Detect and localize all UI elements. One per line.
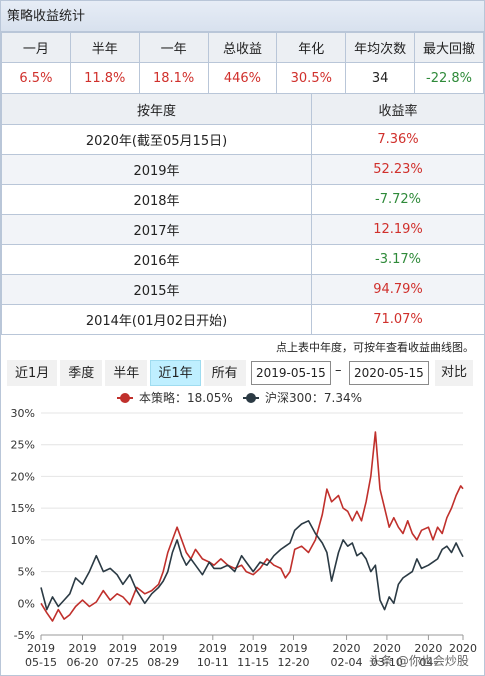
- yearly-row-year[interactable]: 2014年(01月02日开始): [1, 304, 312, 335]
- summary-header: 一年: [138, 32, 209, 63]
- yearly-row-return: -7.72%: [311, 184, 485, 215]
- x-tick-year-label: 2020: [449, 642, 477, 655]
- yearly-header-year: 按年度: [1, 93, 312, 125]
- return-curve-chart: 30%25%20%15%10%5%0%-5%201905-15201906-20…: [11, 390, 477, 669]
- range-selector: 近1月 季度 半年 近1年 所有: [7, 360, 246, 386]
- yearly-row-year[interactable]: 2019年: [1, 154, 312, 185]
- date-from-input[interactable]: 2019-05-15: [251, 361, 331, 385]
- y-tick-label: 30%: [11, 407, 35, 420]
- x-tick-year-label: 2019: [149, 642, 177, 655]
- yearly-header-row: 按年度 收益率: [1, 93, 485, 125]
- yearly-row-return: 71.07%: [311, 304, 485, 335]
- legend-marker: [120, 393, 130, 403]
- x-tick-year-label: 2019: [280, 642, 308, 655]
- summary-header: 年均次数: [345, 32, 416, 63]
- x-tick-date-label: 08-29: [147, 656, 179, 669]
- yearly-row-2020[interactable]: 2020年(截至05月15日) 7.36%: [1, 124, 485, 155]
- legend-label: 本策略：18.05%: [139, 390, 233, 405]
- y-tick-label: -5%: [14, 629, 35, 642]
- x-tick-year-label: 2019: [109, 642, 137, 655]
- x-tick-date-label: 10-11: [197, 656, 229, 669]
- yearly-row-2014[interactable]: 2014年(01月02日开始) 71.07%: [1, 304, 485, 335]
- y-tick-label: 20%: [11, 470, 35, 483]
- summary-value-total-return: 446%: [207, 62, 278, 94]
- watermark-text: 头条 @你也会炒股: [369, 654, 469, 668]
- summary-header-row: 一月 半年 一年 总收益 年化 年均次数 最大回撤: [1, 32, 484, 63]
- summary-header: 年化: [276, 32, 347, 63]
- yearly-row-return: 7.36%: [311, 124, 485, 155]
- yearly-row-2019[interactable]: 2019年 52.23%: [1, 154, 485, 185]
- yearly-row-2016[interactable]: 2016年 -3.17%: [1, 244, 485, 275]
- x-tick-year-label: 2019: [27, 642, 55, 655]
- summary-header: 半年: [69, 32, 140, 63]
- yearly-row-return: -3.17%: [311, 244, 485, 275]
- yearly-row-year[interactable]: 2017年: [1, 214, 312, 245]
- series-line: [40, 520, 464, 611]
- summary-value-one-month: 6.5%: [1, 62, 71, 94]
- x-tick-year-label: 2019: [199, 642, 227, 655]
- yearly-row-year[interactable]: 2015年: [1, 274, 312, 305]
- summary-value-half-year: 11.8%: [69, 62, 140, 94]
- x-tick-year-label: 2020: [414, 642, 442, 655]
- panel-title: 策略收益统计: [1, 1, 484, 32]
- range-button-half-year[interactable]: 半年: [105, 360, 148, 386]
- y-tick-label: 0%: [18, 597, 35, 610]
- y-tick-label: 15%: [11, 502, 35, 515]
- summary-value-max-drawdown: -22.8%: [414, 62, 484, 94]
- yearly-row-year[interactable]: 2018年: [1, 184, 312, 215]
- chart-hint-text: 点上表中年度，可按年查看收益曲线图。: [276, 341, 474, 354]
- summary-value-annualized: 30.5%: [276, 62, 347, 94]
- summary-header: 一月: [1, 32, 71, 63]
- x-tick-year-label: 2019: [69, 642, 97, 655]
- summary-value-trades-per-year: 34: [345, 62, 416, 94]
- x-tick-year-label: 2020: [373, 642, 401, 655]
- x-tick-year-label: 2020: [333, 642, 361, 655]
- yearly-row-2017[interactable]: 2017年 12.19%: [1, 214, 485, 245]
- compare-button[interactable]: 对比: [435, 360, 474, 386]
- x-tick-date-label: 06-20: [67, 656, 99, 669]
- x-tick-year-label: 2019: [239, 642, 267, 655]
- x-tick-date-label: 07-25: [107, 656, 139, 669]
- summary-value-row: 6.5% 11.8% 18.1% 446% 30.5% 34 -22.8%: [1, 62, 484, 94]
- range-button-1y[interactable]: 近1年: [150, 360, 201, 386]
- yearly-row-return: 52.23%: [311, 154, 485, 185]
- yearly-row-year[interactable]: 2020年(截至05月15日): [1, 124, 312, 155]
- date-to-input[interactable]: 2020-05-15: [349, 361, 429, 385]
- yearly-row-year[interactable]: 2016年: [1, 244, 312, 275]
- y-tick-label: 10%: [11, 534, 35, 547]
- x-tick-date-label: 02-04: [331, 656, 363, 669]
- y-tick-label: 25%: [11, 439, 35, 452]
- range-button-all[interactable]: 所有: [203, 360, 246, 386]
- summary-header: 总收益: [207, 32, 278, 63]
- yearly-returns-table: 按年度 收益率 2020年(截至05月15日) 7.36% 2019年 52.2…: [1, 93, 485, 335]
- range-button-1m[interactable]: 近1月: [7, 360, 58, 386]
- summary-header: 最大回撤: [414, 32, 484, 63]
- range-button-quarter[interactable]: 季度: [60, 360, 103, 386]
- yearly-row-return: 12.19%: [311, 214, 485, 245]
- date-range-separator: –: [335, 363, 342, 378]
- series-line: [40, 431, 464, 622]
- summary-table: 一月 半年 一年 总收益 年化 年均次数 最大回撤 6.5% 11.8% 18.…: [1, 32, 484, 94]
- x-tick-date-label: 11-15: [237, 656, 269, 669]
- yearly-row-return: 94.79%: [311, 274, 485, 305]
- x-tick-date-label: 05-15: [25, 656, 57, 669]
- legend-marker: [246, 393, 256, 403]
- yearly-row-2018[interactable]: 2018年 -7.72%: [1, 184, 485, 215]
- x-tick-date-label: 03-10: [371, 656, 403, 669]
- legend-label: 沪深300：7.34%: [265, 391, 362, 405]
- y-tick-label: 5%: [18, 566, 35, 579]
- x-tick-date-label: 12-20: [278, 656, 310, 669]
- yearly-header-return: 收益率: [311, 93, 485, 125]
- summary-value-one-year: 18.1%: [138, 62, 209, 94]
- yearly-row-2015[interactable]: 2015年 94.79%: [1, 274, 485, 305]
- x-tick-date-label: 04-: [419, 656, 437, 669]
